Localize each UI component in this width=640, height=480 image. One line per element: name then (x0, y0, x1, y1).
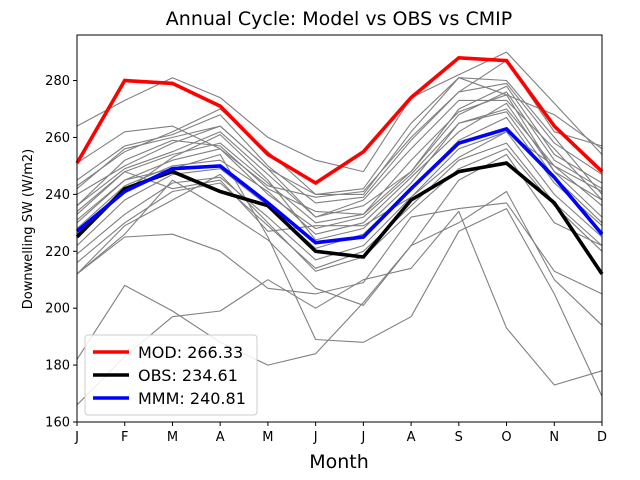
ensemble-line-cmip-09 (76, 111, 603, 241)
legend-label-mod: MOD: 266.33 (138, 343, 243, 362)
series-line-mod (75, 55, 604, 186)
legend-label-obs: OBS: 234.61 (138, 366, 238, 385)
legend-label-mmm: MMM: 240.81 (138, 389, 246, 408)
y-tick-label: 220 (45, 245, 70, 260)
ensemble-line-cmip-03 (76, 82, 603, 204)
x-tick-label: J (313, 430, 318, 445)
series-line-mmm (75, 126, 604, 245)
x-tick-label: N (549, 430, 559, 445)
x-tick-label: F (121, 430, 128, 445)
x-tick-label: J (74, 430, 79, 445)
ensemble-line-cmip-06 (76, 91, 603, 224)
legend: MOD: 266.33 OBS: 234.61 MMM: 240.81 (84, 334, 258, 416)
plot-area-frame (76, 34, 603, 423)
y-tick-label: 160 (45, 416, 70, 431)
x-tick-label: A (216, 430, 225, 445)
ensemble-line-cmip-13 (76, 148, 603, 275)
ensemble-line-cmip-20 (76, 77, 603, 195)
chart-title: Annual Cycle: Model vs OBS vs CMIP (166, 8, 512, 30)
x-tick-label: M (167, 430, 178, 445)
ensemble-line-cmip-08 (76, 102, 603, 235)
y-tick-label: 260 (45, 131, 70, 146)
highlight-lines (75, 55, 604, 276)
x-tick-label: A (407, 430, 416, 445)
x-tick-label: J (360, 430, 365, 445)
x-axis-label: Month (309, 451, 369, 473)
y-tick-label: 280 (45, 74, 70, 89)
ensemble-line-cmip-17 (76, 190, 603, 366)
ensemble-line-cmip-22 (76, 153, 603, 306)
ensemble-line-cmip-12 (76, 142, 603, 269)
ensemble-line-cmip-18 (76, 210, 603, 406)
x-tick-label: O (501, 430, 511, 445)
y-tick-label: 200 (45, 302, 70, 317)
y-axis-label: Downwelling SW (W/m2) (21, 149, 36, 309)
x-tick-label: M (262, 430, 273, 445)
legend-box (84, 334, 258, 416)
y-axis-ticks: 160 180 200 220 240 260 280 (45, 74, 77, 431)
x-tick-label: D (597, 430, 607, 445)
ensemble-line-cmip-14 (76, 202, 603, 295)
x-tick-label: S (455, 430, 463, 445)
y-tick-label: 240 (45, 188, 70, 203)
ensemble-line-cmip-21 (76, 77, 603, 195)
y-tick-label: 180 (45, 359, 70, 374)
ensemble-line-cmip-16 (76, 94, 603, 215)
